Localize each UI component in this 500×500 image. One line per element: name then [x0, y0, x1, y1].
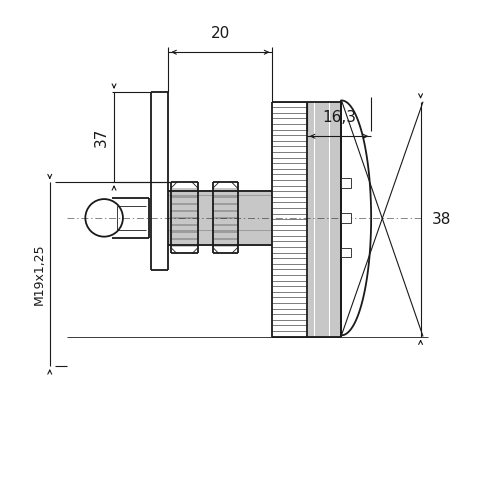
Text: M19x1,25: M19x1,25: [32, 244, 46, 305]
Text: 37: 37: [94, 128, 109, 146]
Text: 20: 20: [210, 26, 230, 42]
Bar: [342, 178, 351, 188]
Text: 16,3: 16,3: [322, 110, 356, 126]
Bar: [342, 248, 351, 258]
Text: 38: 38: [432, 212, 451, 226]
Bar: [342, 213, 351, 223]
